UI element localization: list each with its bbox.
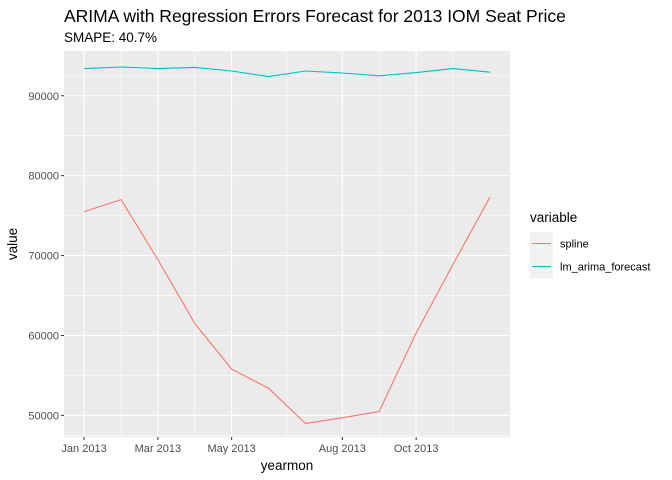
x-tick-label: Aug 2013 bbox=[319, 443, 366, 455]
x-tick-label: Jan 2013 bbox=[61, 443, 106, 455]
x-axis-ticks: Jan 2013 Mar 2013 May 2013 Aug 2013 Oct 2013 bbox=[61, 437, 438, 455]
legend-label-lm_arima_forecast: lm_arima_forecast bbox=[560, 262, 650, 274]
legend-label-spline: spline bbox=[560, 239, 589, 251]
x-tick-label: May 2013 bbox=[207, 443, 255, 455]
series-line-lm_arima_forecast bbox=[84, 66, 490, 78]
y-axis-ticks: 50000 60000 70000 80000 90000 bbox=[28, 91, 64, 422]
x-tick-label: Mar 2013 bbox=[135, 443, 181, 455]
chart-title: ARIMA with Regression Errors Forecast fo… bbox=[64, 6, 566, 26]
y-tick-label: 70000 bbox=[28, 251, 59, 263]
series-lines bbox=[83, 66, 491, 424]
major-gridlines bbox=[64, 51, 510, 437]
y-tick-label: 60000 bbox=[28, 331, 59, 343]
chart-subtitle: SMAPE: 40.7% bbox=[64, 30, 157, 45]
y-tick-label: 50000 bbox=[28, 410, 59, 422]
y-tick-label: 90000 bbox=[28, 91, 59, 103]
legend: variable spline lm_arima_forecast bbox=[530, 210, 650, 278]
x-axis-title: yearmon bbox=[261, 458, 314, 473]
minor-gridlines bbox=[64, 51, 510, 437]
y-tick-label: 80000 bbox=[28, 171, 59, 183]
x-tick-label: Oct 2013 bbox=[394, 443, 439, 455]
legend-title: variable bbox=[530, 210, 577, 225]
y-axis-title: value bbox=[5, 228, 20, 260]
series-line-spline bbox=[83, 196, 491, 424]
